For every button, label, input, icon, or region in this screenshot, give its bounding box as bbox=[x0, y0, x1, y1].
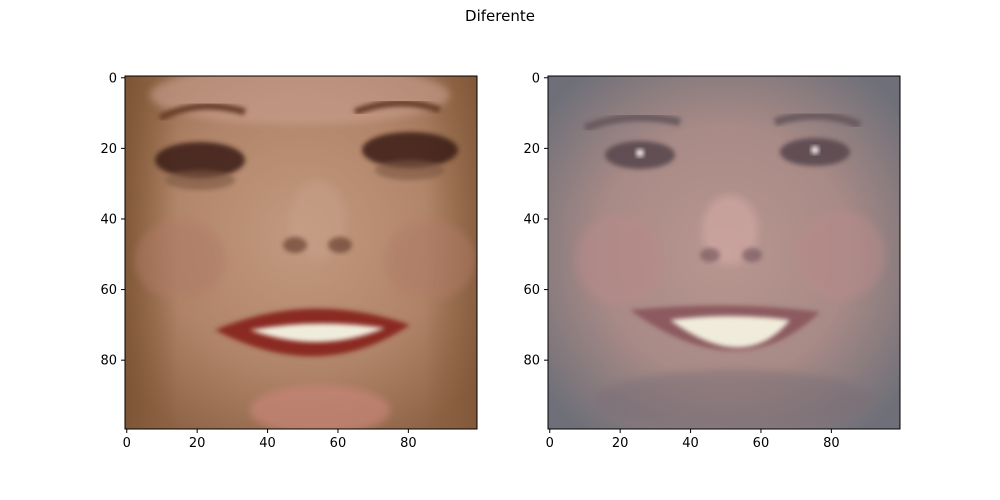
right-x-tick-label: 0 bbox=[546, 436, 554, 451]
left-x-tick-label: 0 bbox=[123, 436, 131, 451]
figure-title: Diferente bbox=[465, 7, 535, 25]
left-y-tick-label: 60 bbox=[100, 283, 117, 298]
left-face-image bbox=[125, 76, 477, 429]
right-x-tick-label: 60 bbox=[753, 436, 770, 451]
right-x-tick-label: 80 bbox=[823, 436, 840, 451]
left-axes-frame bbox=[124, 75, 478, 430]
right-y-tick-label: 80 bbox=[523, 354, 540, 369]
right-axis-ticks: 0 20 40 60 80 0 20 40 60 80 bbox=[523, 71, 839, 451]
left-y-tick-label: 20 bbox=[100, 142, 117, 157]
right-x-tick-label: 20 bbox=[612, 436, 629, 451]
right-face-image bbox=[548, 76, 900, 429]
right-axes-frame bbox=[547, 75, 901, 430]
right-x-tick-label: 40 bbox=[682, 436, 699, 451]
left-x-tick-label: 40 bbox=[259, 436, 276, 451]
left-x-tick-label: 60 bbox=[330, 436, 347, 451]
left-x-tick-label: 80 bbox=[400, 436, 417, 451]
left-axis-ticks: 0 20 40 60 80 0 20 40 60 80 bbox=[100, 71, 416, 451]
right-y-tick-label: 20 bbox=[523, 142, 540, 157]
right-y-tick-label: 60 bbox=[523, 283, 540, 298]
right-y-tick-label: 0 bbox=[532, 71, 540, 86]
left-y-tick-label: 40 bbox=[100, 212, 117, 227]
left-y-tick-label: 0 bbox=[109, 71, 117, 86]
right-y-tick-label: 40 bbox=[523, 212, 540, 227]
left-x-tick-label: 20 bbox=[189, 436, 206, 451]
left-y-tick-label: 80 bbox=[100, 354, 117, 369]
